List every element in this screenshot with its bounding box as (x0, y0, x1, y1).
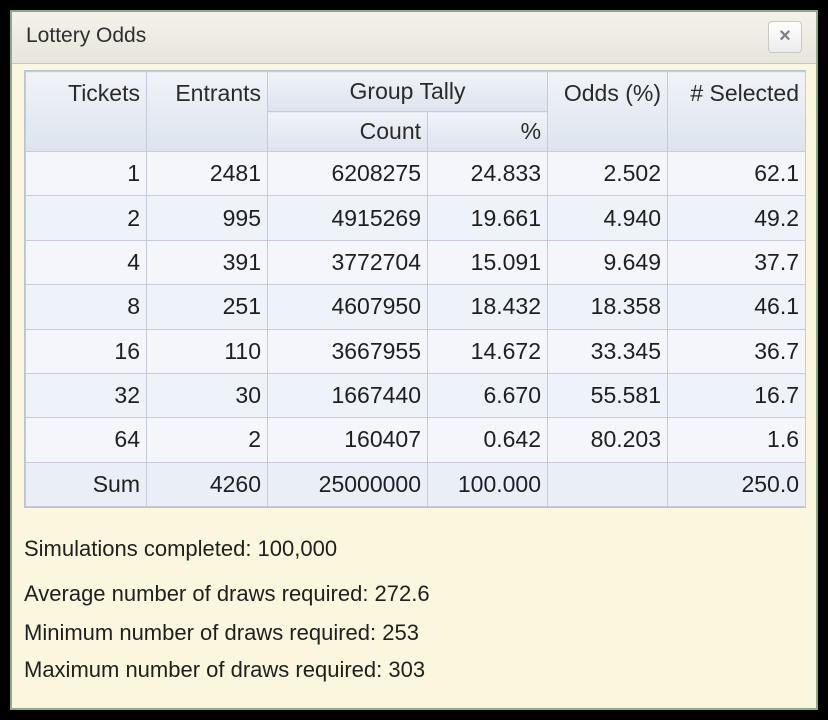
odds-table-container: Tickets Entrants Group Tally Odds (%) # … (24, 70, 807, 508)
cell-odds: 9.649 (547, 239, 669, 286)
col-header-percent[interactable]: % (426, 111, 549, 152)
simulations-completed: Simulations completed: 100,000 (24, 536, 338, 561)
table-row: 16 110 3667955 14.672 33.345 36.7 (25, 328, 807, 374)
sum-odds (547, 461, 669, 508)
average-draws: Average number of draws required: 272.6 (24, 581, 430, 606)
cell-odds: 55.581 (547, 372, 669, 419)
sum-count: 25000000 (267, 461, 428, 508)
sum-label: Sum (25, 461, 147, 508)
table-row: 2 995 4915269 19.661 4.940 49.2 (25, 195, 807, 241)
cell-odds: 2.502 (547, 150, 669, 197)
cell-tickets: 4 (25, 239, 147, 286)
cell-tickets: 2 (25, 195, 147, 241)
sum-percent: 100.000 (426, 461, 549, 508)
cell-percent: 14.672 (426, 328, 549, 374)
cell-entrants: 251 (146, 284, 268, 330)
cell-count: 4915269 (267, 195, 428, 241)
cell-percent: 0.642 (426, 417, 549, 463)
cell-selected: 62.1 (667, 150, 807, 197)
cell-percent: 19.661 (426, 195, 549, 241)
col-header-odds[interactable]: Odds (%) (547, 71, 669, 152)
minimum-draws: Minimum number of draws required: 253 (24, 620, 419, 645)
lottery-odds-dialog: Lottery Odds × Tickets Entrants Group Ta… (10, 10, 818, 710)
maximum-draws: Maximum number of draws required: 303 (24, 657, 426, 682)
cell-selected: 46.1 (667, 284, 807, 330)
subheader-row: Count % (26, 111, 806, 152)
cell-odds: 33.345 (547, 328, 669, 374)
cell-entrants: 2 (146, 417, 268, 463)
table-row: 32 30 1667440 6.670 55.581 16.7 (25, 372, 807, 419)
cell-percent: 15.091 (426, 239, 549, 286)
cell-entrants: 391 (146, 239, 268, 286)
col-header-group-tally: Group Tally (266, 71, 549, 112)
table-row: 64 2 160407 0.642 80.203 1.6 (25, 417, 807, 463)
cell-percent: 24.833 (426, 150, 549, 197)
close-icon: × (779, 25, 791, 47)
cell-entrants: 30 (146, 372, 268, 419)
cell-count: 3667955 (267, 328, 428, 374)
cell-count: 1667440 (267, 372, 428, 419)
col-header-tickets[interactable]: Tickets (25, 71, 147, 152)
cell-tickets: 8 (25, 284, 147, 330)
dialog-title: Lottery Odds (26, 24, 147, 47)
cell-odds: 4.940 (547, 195, 669, 241)
cell-count: 160407 (267, 417, 428, 463)
cell-percent: 6.670 (426, 372, 549, 419)
sum-entrants: 4260 (146, 461, 268, 508)
header-row: Tickets Entrants Group Tally Odds (%) # … (25, 71, 807, 152)
cell-tickets: 64 (25, 417, 147, 463)
cell-entrants: 995 (146, 195, 268, 241)
table-row: 4 391 3772704 15.091 9.649 37.7 (25, 239, 807, 286)
cell-tickets: 16 (25, 328, 147, 374)
table-row: 1 2481 6208275 24.833 2.502 62.1 (25, 150, 807, 197)
cell-selected: 1.6 (667, 417, 807, 463)
cell-entrants: 2481 (146, 150, 268, 197)
cell-selected: 37.7 (667, 239, 807, 286)
title-bar: Lottery Odds × (12, 12, 816, 64)
cell-percent: 18.432 (426, 284, 549, 330)
table-row: 8 251 4607950 18.432 18.358 46.1 (25, 284, 807, 330)
sum-row: Sum 4260 25000000 100.000 250.0 (25, 461, 807, 508)
cell-tickets: 1 (25, 150, 147, 197)
cell-entrants: 110 (146, 328, 268, 374)
cell-count: 4607950 (267, 284, 428, 330)
odds-table: Tickets Entrants Group Tally Odds (%) # … (25, 71, 807, 508)
cell-count: 3772704 (267, 239, 428, 286)
col-header-entrants[interactable]: Entrants (146, 71, 268, 152)
sum-selected: 250.0 (667, 461, 807, 508)
cell-tickets: 32 (25, 372, 147, 419)
close-button[interactable]: × (768, 21, 802, 53)
col-header-selected[interactable]: # Selected (667, 71, 807, 152)
cell-selected: 49.2 (667, 195, 807, 241)
cell-count: 6208275 (267, 150, 428, 197)
cell-selected: 36.7 (667, 328, 807, 374)
cell-odds: 80.203 (547, 417, 669, 463)
cell-selected: 16.7 (667, 372, 807, 419)
col-header-count[interactable]: Count (267, 111, 428, 152)
cell-odds: 18.358 (547, 284, 669, 330)
